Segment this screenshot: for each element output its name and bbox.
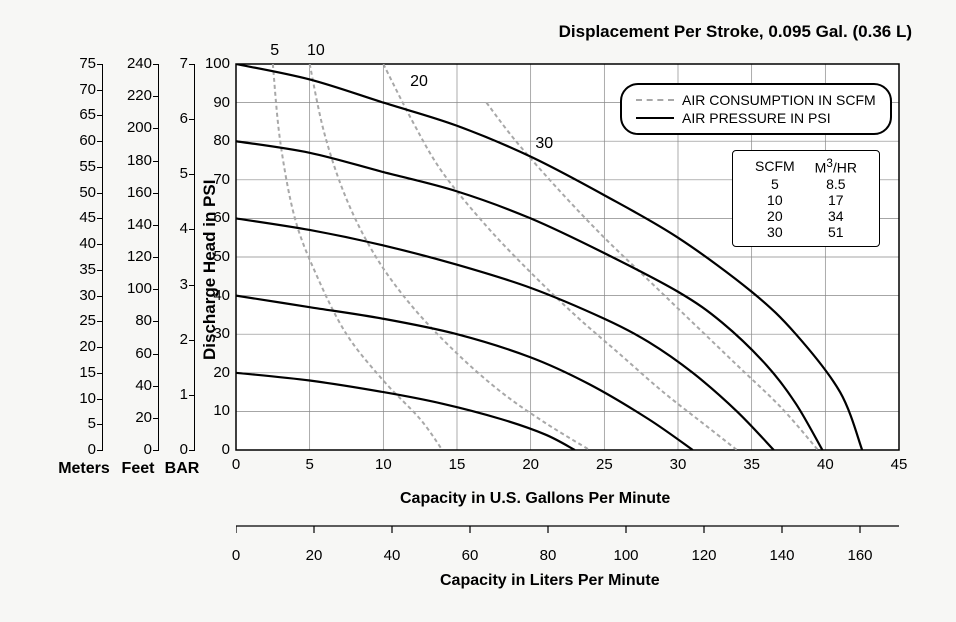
- conversion-cell: 10: [745, 192, 805, 208]
- x-tick-label: 20: [516, 456, 546, 473]
- legend-swatch: [636, 117, 674, 119]
- x2-tick-label: 160: [842, 547, 878, 564]
- x-tick-label: 30: [663, 456, 693, 473]
- x2-tick-label: 140: [764, 547, 800, 564]
- y-tick-label: 100: [198, 55, 230, 72]
- x-tick-label: 5: [295, 456, 325, 473]
- conversion-table: SCFMM3/HR58.5101720343051: [732, 150, 880, 247]
- legend-item: AIR PRESSURE IN PSI: [636, 109, 876, 127]
- conversion-cell: 20: [745, 208, 805, 224]
- conversion-cell: 8.5: [805, 176, 867, 192]
- x2-tick-label: 80: [530, 547, 566, 564]
- y-tick-label: 40: [198, 287, 230, 304]
- x-tick-label: 40: [810, 456, 840, 473]
- legend-text: AIR CONSUMPTION IN SCFM: [682, 92, 876, 108]
- y-tick-label: 90: [198, 94, 230, 111]
- conversion-header: M3/HR: [805, 157, 867, 176]
- x2-tick-label: 20: [296, 547, 332, 564]
- y-tick-label: 20: [198, 364, 230, 381]
- x2-tick-label: 60: [452, 547, 488, 564]
- conversion-cell: 17: [805, 192, 867, 208]
- conversion-header: SCFM: [745, 157, 805, 176]
- scfm-curve-label: 20: [410, 73, 428, 91]
- x-tick-label: 45: [884, 456, 914, 473]
- x-axis-label-2: Capacity in Liters Per Minute: [440, 572, 660, 590]
- scfm-curve-label: 30: [535, 135, 553, 153]
- conversion-cell: 51: [805, 224, 867, 240]
- scfm-curve-label: 5: [270, 42, 279, 60]
- conversion-cell: 5: [745, 176, 805, 192]
- y-tick-label: 80: [198, 132, 230, 149]
- conversion-cell: 34: [805, 208, 867, 224]
- legend-swatch: [636, 99, 674, 101]
- x-tick-label: 10: [368, 456, 398, 473]
- x-tick-label: 25: [589, 456, 619, 473]
- x2-tick-label: 120: [686, 547, 722, 564]
- scfm-curve-label: 10: [307, 42, 325, 60]
- conversion-cell: 30: [745, 224, 805, 240]
- x-axis-label: Capacity in U.S. Gallons Per Minute: [400, 490, 670, 508]
- secondary-x-axis: [236, 525, 899, 547]
- x-tick-label: 0: [221, 456, 251, 473]
- legend-item: AIR CONSUMPTION IN SCFM: [636, 91, 876, 109]
- x-tick-label: 35: [737, 456, 767, 473]
- pump-curve-chart: Displacement Per Stroke, 0.095 Gal. (0.3…: [0, 0, 956, 622]
- y-tick-label: 60: [198, 209, 230, 226]
- x2-tick-label: 100: [608, 547, 644, 564]
- legend: AIR CONSUMPTION IN SCFM AIR PRESSURE IN P…: [620, 83, 892, 135]
- y-tick-label: 30: [198, 325, 230, 342]
- y-tick-label: 70: [198, 171, 230, 188]
- x2-tick-label: 0: [218, 547, 254, 564]
- y-tick-label: 10: [198, 402, 230, 419]
- x-tick-label: 15: [442, 456, 472, 473]
- legend-text: AIR PRESSURE IN PSI: [682, 110, 831, 126]
- y-tick-label: 50: [198, 248, 230, 265]
- x2-tick-label: 40: [374, 547, 410, 564]
